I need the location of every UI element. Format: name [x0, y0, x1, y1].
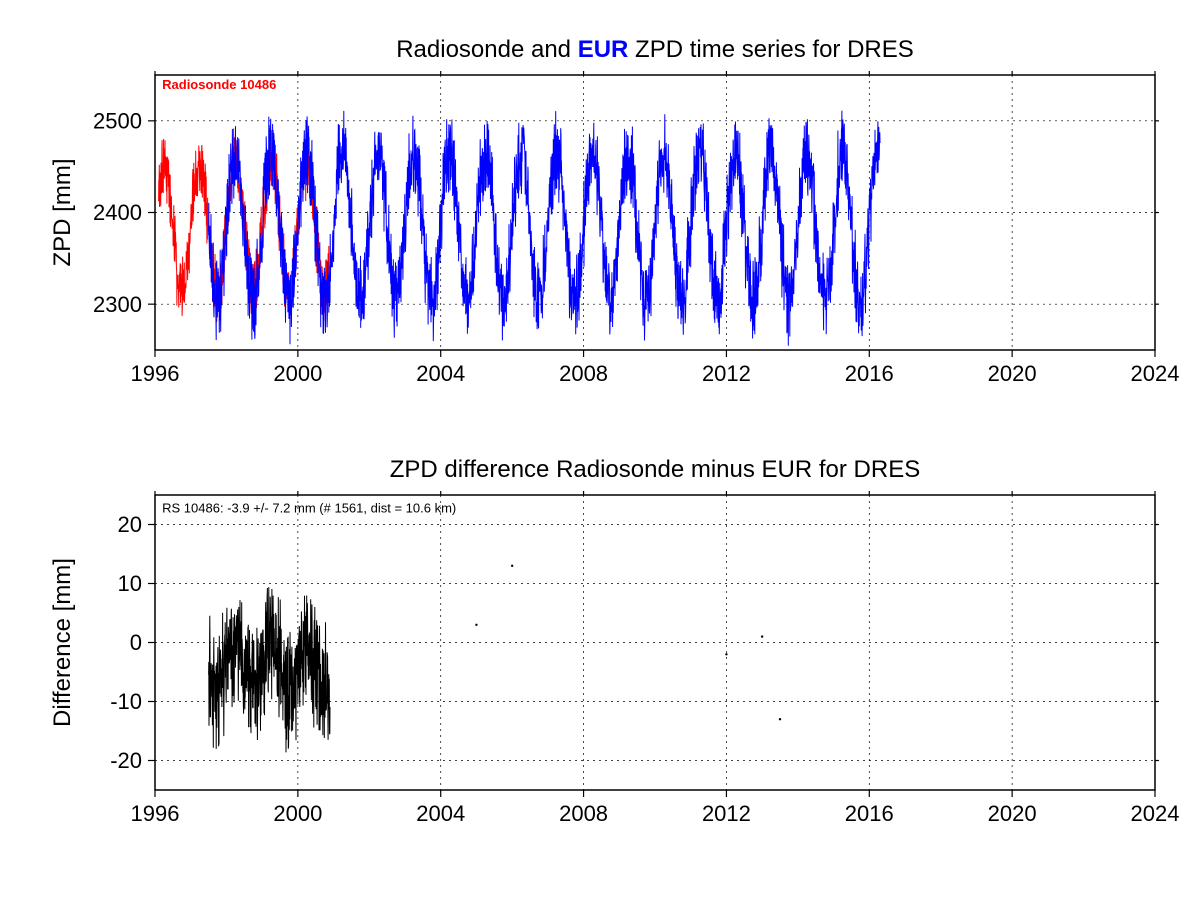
xtick-label: 2016 [845, 801, 894, 826]
ytick-label: 2300 [93, 292, 142, 317]
ytick-label: -20 [110, 748, 142, 773]
ytick-label: 2400 [93, 200, 142, 225]
sparse-point [511, 565, 513, 567]
xtick-label: 2020 [988, 361, 1037, 386]
xtick-label: 2012 [702, 801, 751, 826]
xtick-label: 2004 [416, 801, 465, 826]
xtick-label: 2024 [1131, 361, 1180, 386]
top-chart-title: Radiosonde and EUR ZPD time series for D… [396, 36, 914, 63]
chart-annotation: RS 10486: -3.9 +/- 7.2 mm (# 1561, dist … [162, 501, 456, 516]
bottom-chart-title: ZPD difference Radiosonde minus EUR for … [390, 456, 920, 483]
xtick-label: 2012 [702, 361, 751, 386]
ytick-label: -10 [110, 689, 142, 714]
y-axis-label: Difference [mm] [49, 558, 76, 727]
xtick-label: 2004 [416, 361, 465, 386]
y-axis-label: ZPD [mm] [49, 159, 76, 267]
xtick-label: 2000 [273, 801, 322, 826]
xtick-label: 2000 [273, 361, 322, 386]
figure-svg: Radiosonde and EUR ZPD time series for D… [0, 0, 1201, 901]
xtick-label: 2008 [559, 801, 608, 826]
xtick-label: 1996 [131, 361, 180, 386]
sparse-point [475, 624, 477, 626]
sparse-point [779, 718, 781, 720]
ytick-label: 2500 [93, 109, 142, 134]
xtick-label: 2020 [988, 801, 1037, 826]
xtick-label: 1996 [131, 801, 180, 826]
xtick-label: 2016 [845, 361, 894, 386]
sparse-point [725, 653, 727, 655]
chart-annotation: Radiosonde 10486 [162, 77, 276, 92]
xtick-label: 2008 [559, 361, 608, 386]
xtick-label: 2024 [1131, 801, 1180, 826]
ytick-label: 20 [118, 512, 142, 537]
ytick-label: 0 [130, 630, 142, 655]
sparse-point [761, 635, 763, 637]
figure: Radiosonde and EUR ZPD time series for D… [0, 0, 1201, 901]
ytick-label: 10 [118, 571, 142, 596]
